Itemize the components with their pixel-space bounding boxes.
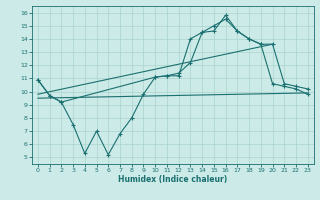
X-axis label: Humidex (Indice chaleur): Humidex (Indice chaleur) bbox=[118, 175, 228, 184]
